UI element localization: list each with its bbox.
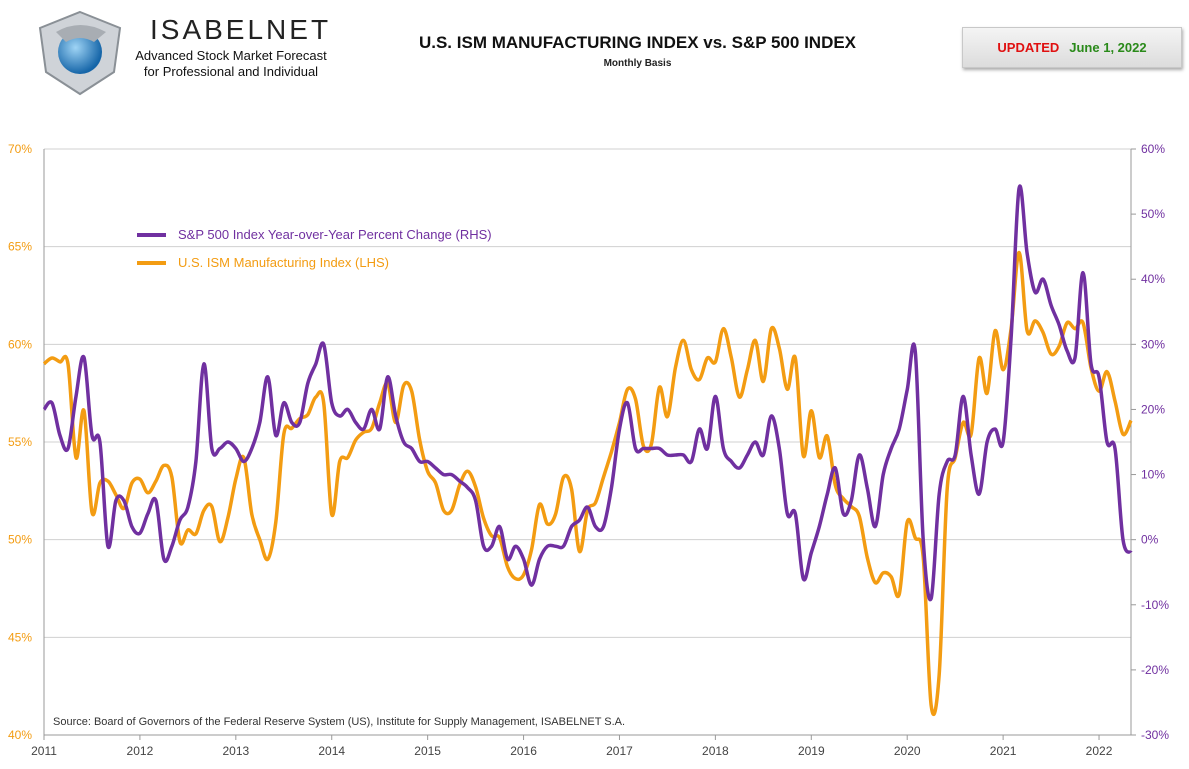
y-right-tick-label: 30%	[1141, 337, 1165, 351]
y-left-tick-label: 55%	[8, 435, 32, 449]
y-left-tick-label: 45%	[8, 630, 32, 644]
x-tick-label: 2012	[127, 744, 154, 758]
x-tick-label: 2011	[31, 744, 57, 758]
y-left-tick-label: 60%	[8, 337, 32, 351]
chart-title: U.S. ISM MANUFACTURING INDEX vs. S&P 500…	[418, 33, 857, 52]
brand-name: ISABELNET	[150, 14, 332, 45]
y-right-tick-label: 20%	[1141, 402, 1165, 416]
y-right-tick-label: -30%	[1141, 728, 1169, 742]
source-note: Source: Board of Governors of the Federa…	[53, 716, 625, 728]
x-tick-label: 2014	[318, 744, 345, 758]
x-tick-label: 2015	[414, 744, 441, 758]
tagline-line2: for Professional and Individual	[143, 64, 319, 79]
y-right-tick-label: 0%	[1141, 533, 1159, 547]
y-left-tick-label: 40%	[8, 728, 32, 742]
x-tick-label: 2013	[222, 744, 249, 758]
x-tick-label: 2020	[894, 744, 921, 758]
x-tick-label: 2021	[990, 744, 1017, 758]
isabelnet-logo-icon	[38, 10, 122, 96]
y-left-tick-label: 70%	[8, 142, 32, 156]
x-tick-label: 2018	[702, 744, 729, 758]
y-right-tick-label: 60%	[1141, 142, 1165, 156]
y-right-tick-label: 50%	[1141, 207, 1165, 221]
y-left-tick-label: 50%	[8, 533, 32, 547]
x-tick-label: 2016	[510, 744, 537, 758]
tagline: Advanced Stock Market Forecast for Profe…	[131, 48, 331, 80]
y-right-tick-label: 40%	[1141, 272, 1165, 286]
y-left-tick-label: 65%	[8, 240, 32, 254]
updated-badge: UPDATED June 1, 2022	[962, 27, 1182, 68]
updated-label: UPDATED	[997, 40, 1060, 55]
legend-label: U.S. ISM Manufacturing Index (LHS)	[178, 255, 389, 270]
chart-subtitle: Monthly Basis	[603, 58, 672, 69]
x-tick-label: 2019	[798, 744, 825, 758]
y-right-tick-label: -10%	[1141, 598, 1169, 612]
legend-label: S&P 500 Index Year-over-Year Percent Cha…	[178, 227, 492, 242]
y-right-tick-label: 10%	[1141, 468, 1165, 482]
tagline-line1: Advanced Stock Market Forecast	[135, 48, 327, 63]
x-tick-label: 2022	[1086, 744, 1113, 758]
updated-date: June 1, 2022	[1069, 40, 1147, 55]
sp500-yoy-line	[42, 184, 1133, 602]
ism-line	[42, 250, 1133, 717]
y-right-tick-label: -20%	[1141, 663, 1169, 677]
x-tick-label: 2017	[606, 744, 633, 758]
